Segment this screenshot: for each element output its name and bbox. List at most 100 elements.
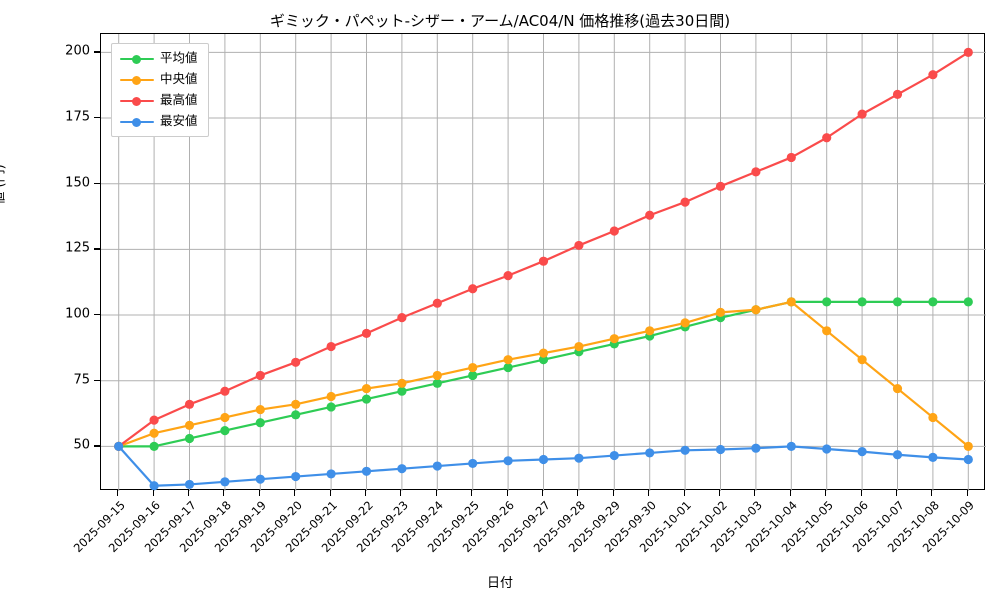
data-point[interactable] [503,456,513,466]
data-point[interactable] [468,284,478,294]
data-point[interactable] [928,70,938,80]
data-point[interactable] [361,466,372,476]
data-point[interactable] [928,412,938,423]
data-point[interactable] [149,428,159,438]
y-tick-label: 50 [73,437,90,453]
data-point[interactable] [751,305,761,315]
data-point[interactable] [220,477,230,487]
data-point[interactable] [645,326,655,336]
legend-item-1[interactable]: 中央値 [120,71,198,88]
data-point[interactable] [928,452,938,462]
data-point[interactable] [361,328,372,339]
data-point[interactable] [220,425,230,436]
data-point[interactable] [680,445,690,455]
data-point[interactable] [857,447,867,457]
data-point[interactable] [184,433,195,444]
data-point[interactable] [149,481,159,491]
legend-item-2[interactable]: 最高値 [120,92,198,109]
data-point[interactable] [397,464,407,474]
data-point[interactable] [468,458,478,469]
data-point[interactable] [857,355,867,365]
data-point[interactable] [291,471,301,482]
data-point[interactable] [538,256,549,266]
data-point[interactable] [468,362,478,373]
legend-item-0[interactable]: 平均値 [120,50,198,67]
data-point[interactable] [963,47,973,57]
data-point[interactable] [361,383,372,394]
data-point[interactable] [291,357,301,367]
data-point[interactable] [291,399,301,409]
data-point[interactable] [432,370,442,381]
data-point[interactable] [397,386,407,396]
data-point[interactable] [468,370,478,381]
data-point[interactable] [538,454,549,465]
data-point[interactable] [432,298,442,308]
data-point[interactable] [786,441,796,451]
y-tick-mark [94,445,100,447]
data-point[interactable] [645,448,655,458]
data-point[interactable] [220,386,230,396]
data-point[interactable] [963,441,973,451]
data-point[interactable] [928,297,938,307]
data-point[interactable] [432,378,442,388]
data-point[interactable] [715,181,726,191]
data-point[interactable] [326,402,336,412]
data-point[interactable] [680,197,690,207]
data-point[interactable] [822,444,832,454]
data-point[interactable] [432,461,442,471]
data-point[interactable] [397,378,407,388]
data-point[interactable] [609,226,619,236]
data-point[interactable] [857,297,867,307]
x-tick-label: 2025-09-25 [424,498,482,556]
data-point[interactable] [715,307,726,317]
data-point[interactable] [786,152,796,163]
data-point[interactable] [680,318,690,328]
data-point[interactable] [609,334,619,344]
data-point[interactable] [892,89,903,100]
data-point[interactable] [822,297,832,307]
y-tick-mark [94,248,100,250]
data-point[interactable] [255,418,265,428]
data-point[interactable] [822,133,832,143]
data-point[interactable] [751,167,761,177]
data-point[interactable] [892,383,903,394]
data-point[interactable] [503,362,513,373]
legend-item-3[interactable]: 最安値 [120,113,198,130]
data-point[interactable] [149,441,159,451]
data-point[interactable] [220,412,230,423]
data-point[interactable] [326,469,336,479]
data-point[interactable] [892,450,903,460]
data-point[interactable] [538,355,549,365]
data-point[interactable] [963,454,973,465]
data-point[interactable] [255,370,265,381]
data-point[interactable] [857,109,867,119]
data-point[interactable] [397,313,407,323]
data-point[interactable] [574,453,584,463]
data-point[interactable] [149,415,159,425]
data-point[interactable] [786,297,796,307]
data-point[interactable] [255,404,265,415]
data-point[interactable] [715,444,726,455]
series-line-0 [117,300,970,448]
data-point[interactable] [114,441,124,451]
data-point[interactable] [609,450,619,461]
data-point[interactable] [751,443,761,453]
data-point[interactable] [574,240,584,251]
chart-legend[interactable]: 平均値中央値最高値最安値 [111,43,209,137]
data-point[interactable] [645,210,655,220]
data-point[interactable] [326,341,336,352]
data-point[interactable] [574,341,584,352]
data-point[interactable] [822,326,832,336]
data-point[interactable] [326,391,336,402]
data-point[interactable] [963,297,973,307]
data-point[interactable] [184,420,195,430]
data-point[interactable] [538,348,549,358]
data-point[interactable] [503,355,513,365]
data-point[interactable] [503,271,513,281]
data-point[interactable] [184,479,195,490]
data-point[interactable] [361,394,372,404]
data-point[interactable] [255,474,265,484]
data-point[interactable] [892,297,903,307]
data-point[interactable] [184,399,195,409]
data-point[interactable] [291,410,301,420]
